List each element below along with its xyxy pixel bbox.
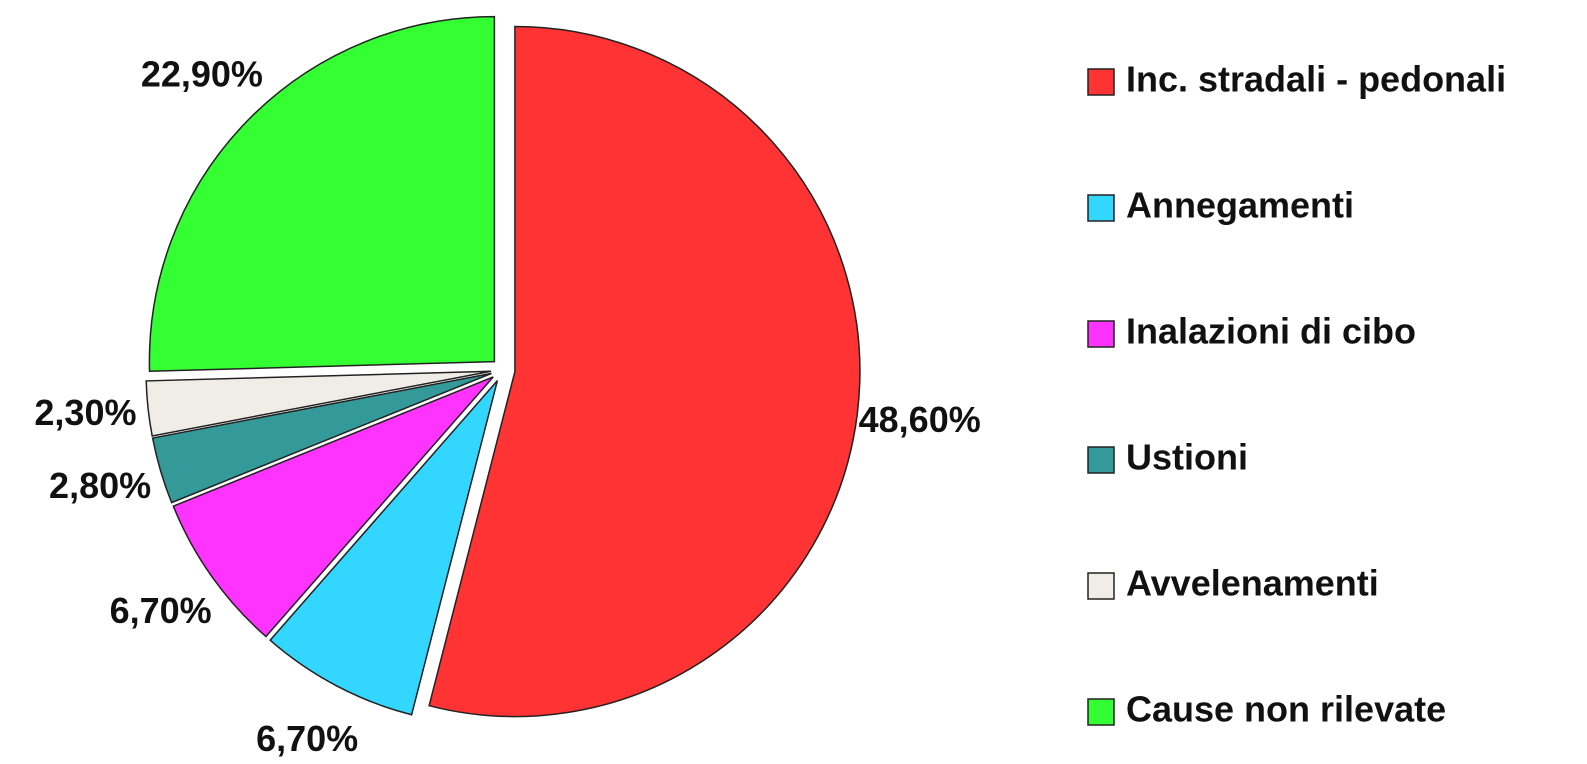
pie-slice	[428, 25, 861, 718]
legend-swatch	[1087, 698, 1115, 726]
legend-swatch	[1087, 194, 1115, 222]
legend-label: Inalazioni di cibo	[1126, 311, 1416, 352]
legend-label: Annegamenti	[1126, 185, 1354, 226]
legend-label: Inc. stradali - pedonali	[1126, 59, 1506, 100]
legend-label: Avvelenamenti	[1126, 563, 1379, 604]
legend-swatch	[1087, 446, 1115, 474]
pie-slice	[172, 376, 494, 638]
data-label: 6,70%	[256, 718, 358, 759]
data-label: 2,80%	[49, 465, 151, 506]
legend-swatch	[1087, 572, 1115, 600]
legend-label: Ustioni	[1126, 437, 1248, 478]
data-label: 6,70%	[110, 590, 212, 631]
pie-slice	[269, 380, 499, 716]
data-label: 2,30%	[34, 392, 136, 433]
pie-slice	[148, 15, 496, 373]
data-label: 48,60%	[859, 399, 981, 440]
pie-slice	[145, 370, 492, 437]
legend-swatch	[1087, 68, 1115, 96]
legend-swatch	[1087, 320, 1115, 348]
legend-label: Cause non rilevate	[1126, 689, 1446, 730]
pie-slice	[151, 372, 492, 504]
data-label: 22,90%	[141, 54, 263, 95]
